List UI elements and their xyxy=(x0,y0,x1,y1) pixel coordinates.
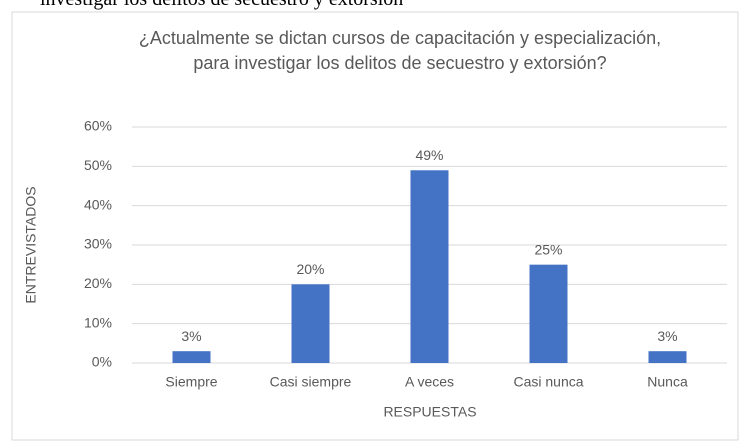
x-tick-label: A veces xyxy=(405,374,454,390)
y-tick-label: 40% xyxy=(84,196,112,212)
bar xyxy=(172,351,211,363)
x-tick-label: Casi nunca xyxy=(513,374,583,390)
x-tick-label: Siempre xyxy=(165,374,217,390)
chart-title: ¿Actualmente se dictan cursos de capacit… xyxy=(138,28,662,73)
y-tick-label: 30% xyxy=(84,236,112,252)
caption: investigar los delitos de secuestro y ex… xyxy=(40,0,403,11)
y-tick-label: 0% xyxy=(92,354,112,370)
chart-frame xyxy=(11,11,739,441)
data-label: 25% xyxy=(534,241,562,257)
y-axis-label: ENTREVISTADOS xyxy=(23,186,39,303)
y-tick-label: 20% xyxy=(84,275,112,291)
x-tick-label: Casi siempre xyxy=(270,374,352,390)
data-label: 3% xyxy=(657,328,677,344)
bar xyxy=(648,351,687,363)
x-tick-label: Nunca xyxy=(647,374,688,390)
bar xyxy=(529,264,568,363)
y-tick-label: 60% xyxy=(84,118,112,134)
bar xyxy=(291,284,330,363)
y-tick-label: 50% xyxy=(84,157,112,173)
y-tick-label: 10% xyxy=(84,314,112,330)
data-label: 3% xyxy=(181,328,201,344)
bar xyxy=(410,170,449,363)
x-axis-label: RESPUESTAS xyxy=(383,404,476,420)
data-label: 49% xyxy=(415,147,443,163)
data-label: 20% xyxy=(296,261,324,277)
